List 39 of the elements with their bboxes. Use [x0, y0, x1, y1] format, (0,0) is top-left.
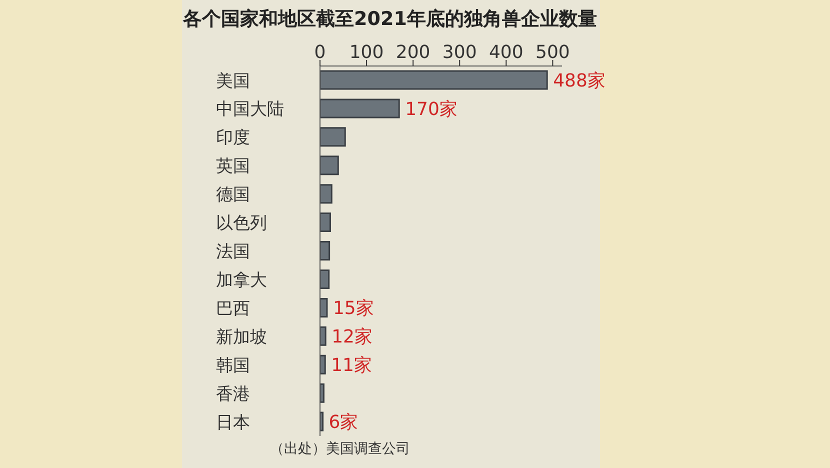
- bar: [320, 241, 330, 261]
- bar: [320, 269, 330, 289]
- bar: [320, 98, 400, 118]
- data-label: 170家: [405, 98, 458, 120]
- y-tick-label: 巴西: [216, 298, 250, 319]
- x-tick-label: 0: [314, 42, 326, 63]
- bar: [320, 127, 346, 147]
- data-label: 11家: [331, 354, 372, 376]
- data-label: 15家: [332, 298, 374, 319]
- y-tick-label: 美国: [216, 71, 250, 92]
- y-tick-label: 印度: [216, 128, 250, 148]
- y-tick-label: 日本: [216, 412, 250, 433]
- y-tick-label: 法国: [216, 242, 250, 262]
- x-tick-label: 400: [488, 42, 524, 63]
- bar: [320, 326, 326, 346]
- chart-title: 各个国家和地区截至2021年底的独角兽企业数量: [182, 7, 598, 32]
- y-tick-label: 韩国: [216, 356, 250, 376]
- bar: [320, 212, 331, 232]
- y-tick-label: 以色列: [216, 214, 267, 234]
- data-label: 6家: [328, 412, 358, 433]
- y-tick-label: 加拿大: [216, 270, 267, 290]
- x-tick-label: 200: [396, 42, 430, 63]
- text: （出处）美国调查公司: [270, 440, 410, 458]
- bar: [320, 383, 324, 403]
- x-tick-label: 500: [536, 42, 570, 63]
- y-tick-label: 英国: [216, 156, 250, 177]
- bar: [320, 298, 328, 318]
- x-tick-label: 100: [349, 42, 384, 63]
- x-tick-label: 300: [442, 42, 477, 63]
- bar: [320, 184, 332, 204]
- bar: [320, 70, 548, 90]
- data-label: 488家: [553, 70, 606, 92]
- bar: [320, 354, 326, 374]
- bar: [320, 156, 339, 176]
- y-tick-label: 新加坡: [216, 327, 267, 348]
- y-tick-label: 香港: [216, 384, 250, 404]
- data-label: 12家: [332, 326, 372, 348]
- y-tick-label: 德国: [216, 185, 250, 206]
- y-tick-label: 中国大陆: [216, 100, 284, 120]
